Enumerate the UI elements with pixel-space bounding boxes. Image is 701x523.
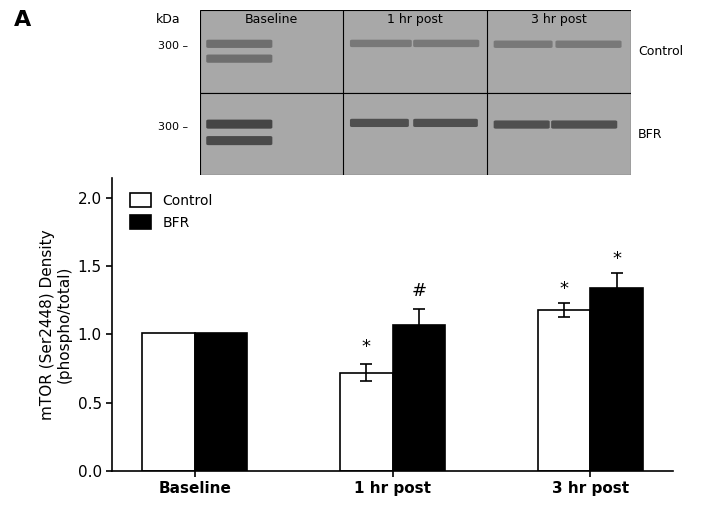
Y-axis label: mTOR (Ser2448) Density
(phospho/total): mTOR (Ser2448) Density (phospho/total) <box>40 229 72 419</box>
Bar <box>538 310 590 471</box>
Text: 3 hr post: 3 hr post <box>531 13 587 26</box>
Text: 1 hr post: 1 hr post <box>388 13 443 26</box>
FancyBboxPatch shape <box>350 119 409 127</box>
Legend: Control, BFR: Control, BFR <box>125 188 218 235</box>
FancyBboxPatch shape <box>413 119 478 127</box>
FancyBboxPatch shape <box>551 120 618 129</box>
Text: #: # <box>411 282 426 300</box>
FancyBboxPatch shape <box>555 40 622 48</box>
Text: 300 –: 300 – <box>158 41 189 51</box>
FancyBboxPatch shape <box>494 40 552 48</box>
Bar <box>200 93 631 175</box>
Text: *: * <box>362 338 371 356</box>
FancyBboxPatch shape <box>206 54 273 63</box>
Text: kDa: kDa <box>156 13 180 26</box>
FancyBboxPatch shape <box>206 120 273 129</box>
FancyBboxPatch shape <box>413 40 479 47</box>
FancyBboxPatch shape <box>206 40 273 48</box>
Text: Baseline: Baseline <box>245 13 298 26</box>
Bar <box>590 288 644 471</box>
Text: Control: Control <box>638 45 683 58</box>
Bar <box>195 333 247 471</box>
Text: *: * <box>559 280 569 298</box>
Text: A: A <box>14 10 32 30</box>
Text: *: * <box>613 249 621 268</box>
FancyBboxPatch shape <box>350 40 411 47</box>
FancyBboxPatch shape <box>206 136 273 145</box>
FancyBboxPatch shape <box>494 120 550 129</box>
Bar <box>142 333 195 471</box>
Bar <box>340 372 393 471</box>
Text: BFR: BFR <box>638 128 662 141</box>
Text: 300 –: 300 – <box>158 122 189 132</box>
Bar <box>393 325 445 471</box>
Bar <box>200 10 631 93</box>
